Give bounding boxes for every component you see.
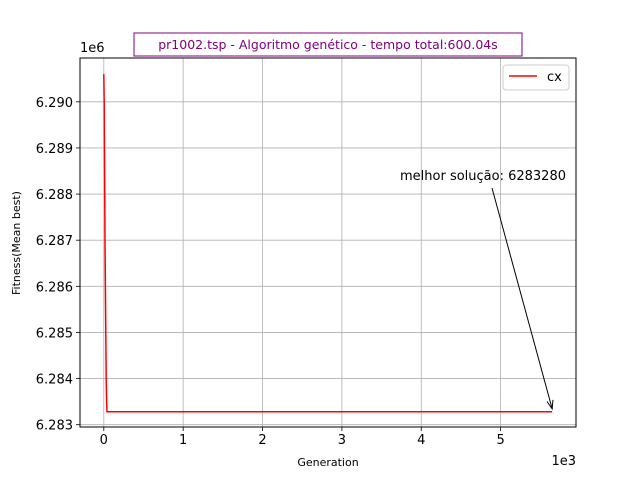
- y-tick-label: 6.288: [36, 188, 73, 203]
- y-axis-ticks: 6.283 6.284 6.285 6.286 6.287 6.288 6.289 6.290: [36, 96, 80, 434]
- series-layer: [103, 74, 553, 413]
- x-tick-label: 4: [417, 433, 425, 448]
- legend-label-cx: cx: [547, 70, 562, 85]
- y-offset-text: 1e6: [80, 41, 105, 56]
- grid: [80, 58, 576, 427]
- legend: cx: [502, 64, 570, 91]
- x-tick-label: 0: [100, 433, 108, 448]
- chart-title: pr1002.tsp - Algoritmo genético - tempo …: [158, 37, 498, 52]
- y-tick-label: 6.285: [36, 326, 73, 341]
- y-tick-label: 6.283: [36, 419, 73, 434]
- x-axis-label: Generation: [297, 456, 358, 469]
- annotation-arrow-head: [546, 399, 554, 411]
- y-tick-label: 6.286: [36, 280, 73, 295]
- x-axis-ticks: 0 1 2 3 4 5: [100, 427, 505, 448]
- annotation-arrow-line: [491, 187, 553, 409]
- x-offset-text: 1e3: [551, 454, 576, 469]
- y-tick-label: 6.290: [36, 96, 73, 111]
- y-axis-label: Fitness(Mean best): [10, 191, 23, 295]
- y-tick-label: 6.287: [36, 234, 73, 249]
- annotation: melhor solução: 6283280: [400, 169, 566, 411]
- x-tick-label: 2: [258, 433, 266, 448]
- y-tick-label: 6.284: [36, 373, 73, 388]
- x-tick-label: 1: [179, 433, 187, 448]
- annotation-text: melhor solução: 6283280: [400, 169, 566, 184]
- y-tick-label: 6.289: [36, 142, 73, 157]
- legend-box: [502, 64, 570, 91]
- x-tick-label: 3: [338, 433, 346, 448]
- title-box: [133, 32, 523, 57]
- x-tick-label: 5: [496, 433, 504, 448]
- plot-frame: [79, 57, 577, 428]
- series-line-cx: [103, 74, 553, 413]
